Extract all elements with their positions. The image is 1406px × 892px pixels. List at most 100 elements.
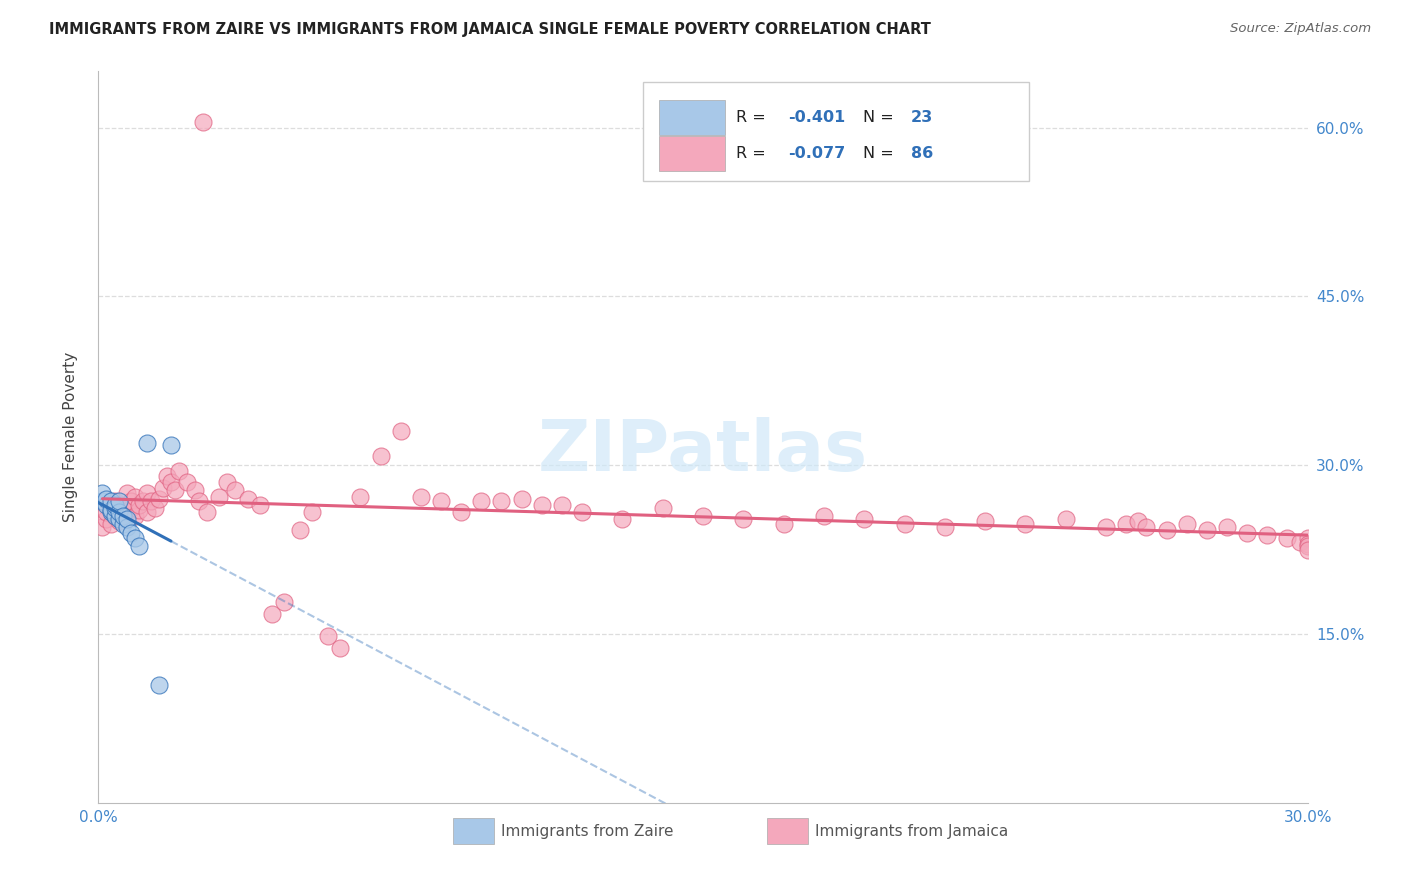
Text: R =: R =	[735, 110, 770, 125]
Point	[156, 469, 179, 483]
Point	[111, 508, 134, 523]
Point	[107, 515, 129, 529]
Point	[1288, 534, 1310, 549]
Point	[128, 503, 150, 517]
Point	[160, 475, 183, 489]
Text: -0.401: -0.401	[787, 110, 845, 125]
Point	[107, 494, 129, 508]
Point	[692, 508, 714, 523]
Point	[1054, 512, 1077, 526]
Point	[148, 491, 170, 506]
Point	[167, 464, 190, 478]
Point	[1095, 520, 1118, 534]
Point	[349, 490, 371, 504]
Point	[316, 629, 339, 643]
Point	[124, 532, 146, 546]
Point	[107, 506, 129, 520]
Point	[1135, 520, 1157, 534]
Text: N =: N =	[863, 145, 898, 161]
Point	[1195, 524, 1218, 538]
Point	[91, 520, 114, 534]
Point	[128, 539, 150, 553]
Point	[96, 506, 118, 520]
Point	[115, 520, 138, 534]
Text: R =: R =	[735, 145, 770, 161]
Point	[409, 490, 432, 504]
Point	[103, 498, 125, 512]
Point	[651, 500, 673, 515]
Point	[772, 516, 794, 531]
Point	[329, 640, 352, 655]
Point	[510, 491, 533, 506]
Point	[100, 506, 122, 520]
Point	[139, 494, 162, 508]
Point	[733, 512, 755, 526]
Point	[143, 500, 166, 515]
Text: ZIPatlas: ZIPatlas	[538, 417, 868, 486]
Point	[813, 508, 835, 523]
Point	[176, 475, 198, 489]
Point	[107, 512, 129, 526]
Point	[195, 506, 218, 520]
Point	[135, 506, 157, 520]
Point	[934, 520, 956, 534]
Point	[120, 500, 142, 515]
Point	[96, 512, 118, 526]
Point	[103, 508, 125, 523]
Text: 23: 23	[911, 110, 934, 125]
Point	[111, 508, 134, 523]
Point	[107, 503, 129, 517]
Point	[1014, 516, 1036, 531]
Point	[612, 512, 634, 526]
Point	[91, 486, 114, 500]
Text: N =: N =	[863, 110, 898, 125]
Point	[1277, 532, 1299, 546]
Text: Immigrants from Zaire: Immigrants from Zaire	[501, 824, 673, 838]
Point	[115, 506, 138, 520]
Point	[160, 438, 183, 452]
Point	[389, 425, 412, 439]
Point	[249, 498, 271, 512]
Point	[103, 494, 125, 508]
Text: IMMIGRANTS FROM ZAIRE VS IMMIGRANTS FROM JAMAICA SINGLE FEMALE POVERTY CORRELATI: IMMIGRANTS FROM ZAIRE VS IMMIGRANTS FROM…	[49, 22, 931, 37]
Point	[1236, 525, 1258, 540]
Point	[100, 503, 122, 517]
Point	[1216, 520, 1239, 534]
Point	[430, 494, 453, 508]
Point	[1256, 528, 1278, 542]
Point	[163, 483, 186, 497]
Point	[103, 500, 125, 515]
Point	[450, 506, 472, 520]
Point	[893, 516, 915, 531]
Point	[1296, 539, 1319, 553]
Point	[853, 512, 876, 526]
Point	[135, 435, 157, 450]
Point	[124, 490, 146, 504]
Point	[1128, 515, 1150, 529]
Point	[115, 512, 138, 526]
Point	[273, 595, 295, 609]
Point	[111, 516, 134, 531]
Point	[236, 491, 259, 506]
Point	[91, 494, 114, 508]
Point	[193, 115, 215, 129]
Point	[100, 500, 122, 515]
Point	[96, 498, 118, 512]
Point	[1115, 516, 1137, 531]
Point	[288, 524, 311, 538]
Point	[152, 481, 174, 495]
Point	[530, 498, 553, 512]
Point	[974, 515, 997, 529]
Point	[1296, 537, 1319, 551]
Point	[208, 490, 231, 504]
Point	[260, 607, 283, 621]
Point	[188, 494, 211, 508]
Point	[1296, 532, 1319, 546]
Text: 86: 86	[911, 145, 934, 161]
FancyBboxPatch shape	[643, 82, 1029, 181]
Point	[120, 525, 142, 540]
Text: Immigrants from Jamaica: Immigrants from Jamaica	[815, 824, 1008, 838]
Text: Source: ZipAtlas.com: Source: ZipAtlas.com	[1230, 22, 1371, 36]
Point	[96, 491, 118, 506]
Point	[370, 449, 392, 463]
